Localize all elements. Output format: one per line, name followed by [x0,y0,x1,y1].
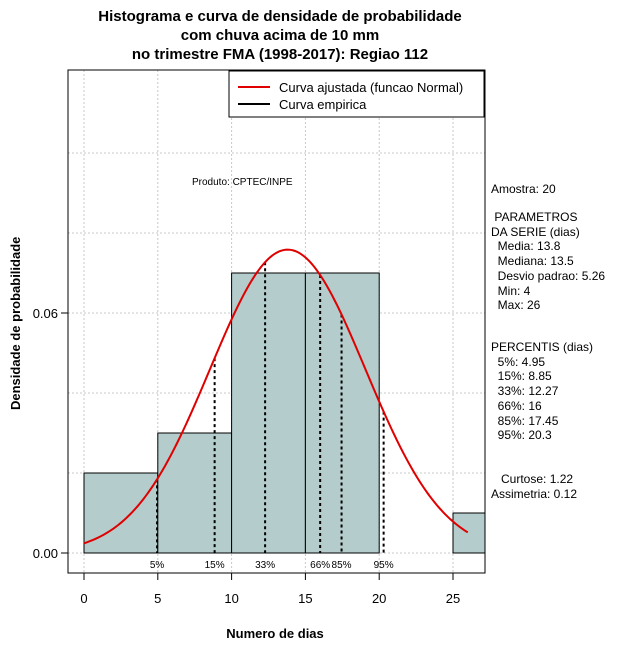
series-parameters: PARAMETROS DA SERIE (dias) Media: 13.8 Me… [491,210,605,313]
percentile-value-line: 5%: 4.95 [491,354,546,369]
x-tick-label: 5 [154,591,161,606]
kurtosis: Curtose: 1.22 [491,472,574,486]
percentile-value-line: PERCENTIS (dias) [491,340,594,354]
percentile-value-line: 95%: 20.3 [491,428,552,443]
x-tick-label: 20 [372,591,386,606]
percentile-label: 5% [150,560,165,571]
skewness: Assimetria: 0.12 [491,487,578,501]
x-axis-label: Numero de dias [226,626,324,641]
chart-title-line-3: no trimestre FMA (1998-2017): Regiao 112 [131,46,429,63]
y-tick-label: 0.06 [33,306,58,321]
x-tick-label: 15 [298,591,312,606]
histogram-bar [304,272,380,554]
parameter-line: Min: 4 [491,283,531,298]
percentile-value-line: 15%: 8.85 [491,369,552,384]
sample-size: Amostra: 20 [491,182,556,196]
x-tick-label: 25 [446,591,460,606]
percentile-value-line: 85%: 17.45 [491,413,559,428]
y-tick-label: 0.00 [33,546,58,561]
parameter-line: Max: 26 [491,298,541,313]
y-axis-label: Densidade de probabilidade [8,236,23,410]
percentile-label: 95% [374,560,394,571]
parameter-line: DA SERIE (dias) [491,224,580,239]
percentile-label: 15% [205,560,225,571]
percentile-label: 66% [310,560,330,571]
legend-box [228,70,485,118]
parameter-line: Media: 13.8 [491,239,561,254]
x-tick-label: 0 [80,591,87,606]
percentile-label: 85% [332,560,352,571]
histogram-bar [83,472,159,554]
legend-label: Curva empirica [279,97,367,112]
percentile-value-line: 33%: 12.27 [491,384,559,399]
histogram-bar [157,432,233,554]
normal-fit-curve [83,248,469,545]
histogram-bar [231,272,306,554]
parameter-line: PARAMETROS [491,210,578,224]
percentiles-panel: PERCENTIS (dias) 5%: 4.95 15%: 8.85 33%:… [491,340,593,443]
percentile-value-line: 66%: 16 [491,398,542,413]
x-tick-label: 10 [224,591,238,606]
product-annotation: Produto: CPTEC/INPE [192,177,293,188]
parameter-line: Desvio padrao: 5.26 [491,268,606,283]
histogram-bar [452,512,486,554]
chart-title-line-1: Histograma e curva de densidade de proba… [98,8,462,25]
parameter-line: Mediana: 13.5 [491,254,574,269]
percentile-label: 33% [255,560,275,571]
legend-label: Curva ajustada (funcao Normal) [279,80,463,95]
chart-title-line-2: com chuva acima de 10 mm [180,27,380,44]
